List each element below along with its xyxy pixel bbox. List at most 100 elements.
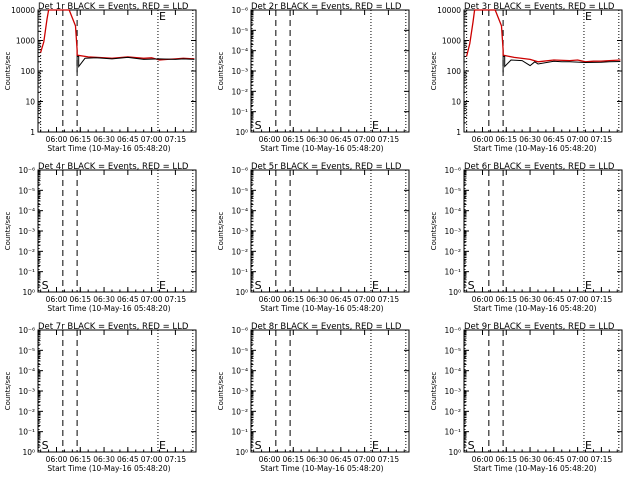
chart-title: Det 2r BLACK = Events, RED = LLD (251, 2, 402, 12)
y-tick-label: 10000 (11, 6, 35, 15)
y-tick-label: 10⁻² (231, 407, 248, 416)
chart-title: Det 7r BLACK = Events, RED = LLD (38, 322, 189, 332)
chart-title: Det 5r BLACK = Events, RED = LLD (251, 162, 402, 172)
chart-panel-2: Det 2r BLACK = Events, RED = LLD 10⁰ 10⁻¹ 1… (217, 2, 410, 153)
chart-panel-5: Det 5r BLACK = Events, RED = LLD 10⁰ 10⁻¹ 1… (217, 162, 410, 313)
event-marker-e: E (585, 439, 592, 452)
y-tick-label: 10⁻⁵ (18, 346, 35, 355)
y-tick-label: 10⁻¹ (231, 428, 248, 437)
x-tick-label: 07:00 (567, 295, 589, 304)
event-marker-s: S (42, 439, 49, 452)
event-marker-s: S (255, 279, 262, 292)
chart-panel-8: Det 8r BLACK = Events, RED = LLD 10⁰ 10⁻¹ 1… (217, 322, 410, 473)
y-axis-label: Counts/sec (4, 372, 12, 411)
y-tick-label: 10⁻⁵ (231, 26, 248, 35)
x-tick-label: 06:45 (543, 455, 565, 464)
x-axis-label: Start Time (10-May-16 05:48:20) (260, 304, 383, 313)
event-marker-s: S (468, 439, 475, 452)
y-tick-label: 10⁻⁴ (231, 207, 248, 216)
plot-frame (463, 9, 623, 133)
y-tick-label: 10⁻² (18, 247, 35, 256)
y-tick-label: 10⁻⁴ (18, 207, 35, 216)
chart-title: Det 4r BLACK = Events, RED = LLD (38, 162, 189, 172)
y-tick-label: 10⁻⁵ (231, 186, 248, 195)
event-marker-e: E (372, 439, 379, 452)
y-tick-label: 10⁻³ (444, 227, 461, 236)
y-tick-label: 1000 (16, 37, 35, 46)
y-tick-label: 10⁻² (18, 407, 35, 416)
y-tick-label: 10⁰ (448, 448, 461, 457)
y-tick-label: 10000 (437, 6, 461, 15)
x-tick-label: 07:00 (141, 295, 163, 304)
y-tick-label: 10⁻⁶ (231, 326, 248, 335)
plot-frame (463, 169, 623, 293)
x-tick-label: 06:00 (259, 455, 281, 464)
x-tick-label: 06:45 (330, 295, 352, 304)
plot-frame (37, 169, 197, 293)
y-tick-label: 10⁻⁴ (231, 47, 248, 56)
y-tick-label: 10 (25, 98, 35, 107)
y-tick-label: 100 (21, 67, 36, 76)
x-tick-label: 07:00 (567, 135, 589, 144)
y-tick-label: 10⁻³ (231, 387, 248, 396)
chart-title: Det 9r BLACK = Events, RED = LLD (464, 322, 615, 332)
plot-frame (463, 329, 623, 453)
y-tick-label: 10⁻⁵ (18, 186, 35, 195)
y-tick-label: 10⁻⁵ (444, 186, 461, 195)
y-tick-label: 10⁰ (235, 128, 248, 137)
y-tick-label: 10⁰ (448, 288, 461, 297)
y-tick-label: 10⁻⁶ (18, 326, 35, 335)
y-tick-label: 1 (30, 128, 35, 137)
event-marker-s: S (468, 279, 475, 292)
y-tick-label: 10⁻⁶ (231, 166, 248, 175)
x-tick-label: 06:15 (282, 135, 304, 144)
x-tick-label: 06:30 (93, 295, 115, 304)
chart-title: Det 6r BLACK = Events, RED = LLD (464, 162, 615, 172)
y-tick-label: 100 (447, 67, 462, 76)
event-marker-s: S (42, 279, 49, 292)
chart-title: Det 3r BLACK = Events, RED = LLD (464, 2, 615, 12)
plot-frame (37, 329, 197, 453)
chart-panel-9: Det 9r BLACK = Events, RED = LLD 10⁰ 10⁻¹ 1… (430, 322, 623, 473)
series-line (465, 9, 621, 63)
x-tick-label: 07:00 (354, 135, 376, 144)
y-tick-label: 10⁻³ (18, 387, 35, 396)
chart-panel-3: Det 3r BLACK = Events, RED = LLD 1 10 100 10… (430, 2, 623, 153)
x-tick-label: 06:45 (543, 295, 565, 304)
chart-panel-4: Det 4r BLACK = Events, RED = LLD 10⁰ 10⁻¹ 1… (4, 162, 197, 313)
x-axis-label: Start Time (10-May-16 05:48:20) (260, 464, 383, 473)
x-axis-label: Start Time (10-May-16 05:48:20) (473, 144, 596, 153)
chart-title: Det 1r BLACK = Events, RED = LLD (38, 2, 189, 12)
x-tick-label: 06:15 (282, 295, 304, 304)
y-tick-label: 1 (456, 128, 461, 137)
x-tick-label: 06:15 (495, 295, 517, 304)
y-tick-label: 10⁻⁵ (231, 346, 248, 355)
x-axis-label: Start Time (10-May-16 05:48:20) (473, 304, 596, 313)
x-axis-label: Start Time (10-May-16 05:48:20) (47, 144, 170, 153)
y-tick-label: 10⁻³ (444, 387, 461, 396)
y-tick-label: 10⁻¹ (18, 268, 35, 277)
y-tick-label: 10⁻⁵ (444, 346, 461, 355)
x-tick-label: 06:30 (306, 135, 328, 144)
event-marker-e: E (585, 279, 592, 292)
y-tick-label: 10⁻¹ (231, 108, 248, 117)
event-marker-e: E (372, 119, 379, 132)
event-marker-e: E (159, 10, 166, 23)
y-tick-label: 10⁰ (22, 448, 35, 457)
y-tick-label: 10⁰ (235, 448, 248, 457)
x-axis-label: Start Time (10-May-16 05:48:20) (47, 304, 170, 313)
y-axis-label: Counts/sec (217, 52, 225, 91)
y-axis-label: Counts/sec (430, 212, 438, 251)
y-tick-label: 10⁻⁶ (444, 166, 461, 175)
event-marker-e: E (159, 439, 166, 452)
y-tick-label: 1000 (442, 37, 461, 46)
x-tick-label: 06:00 (259, 295, 281, 304)
y-axis-label: Counts/sec (4, 212, 12, 251)
series-line (76, 55, 195, 73)
x-axis-label: Start Time (10-May-16 05:48:20) (473, 464, 596, 473)
series-line (39, 9, 195, 61)
plot-frame (250, 329, 410, 453)
x-tick-label: 07:00 (141, 135, 163, 144)
y-tick-label: 10⁻² (231, 247, 248, 256)
y-tick-label: 10⁻³ (231, 227, 248, 236)
